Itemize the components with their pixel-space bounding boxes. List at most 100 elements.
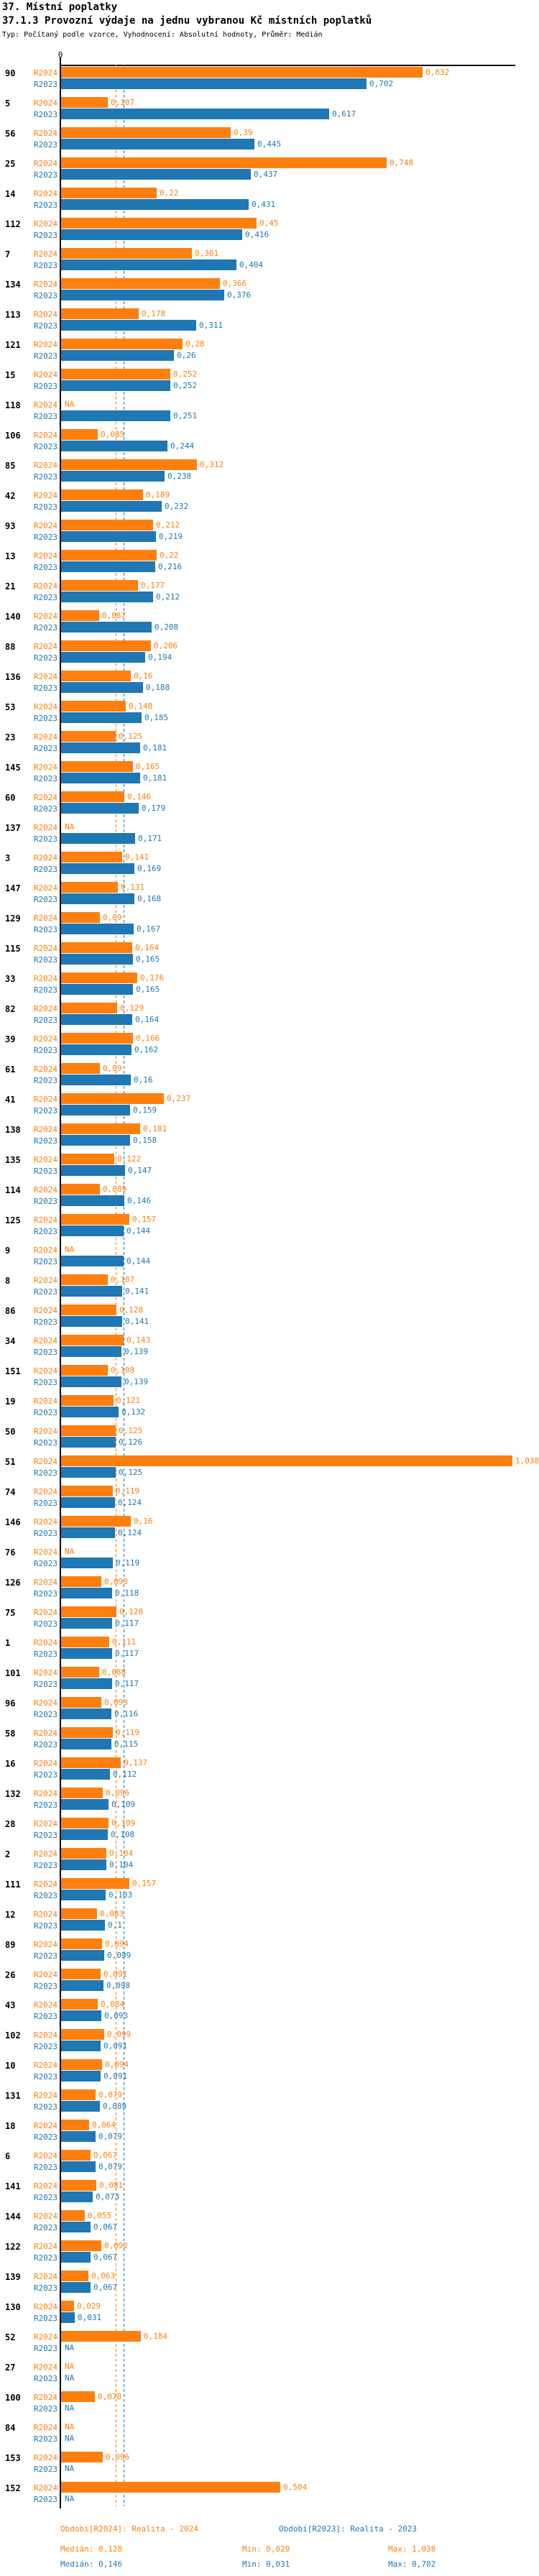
bar-r2024 — [61, 1938, 102, 1949]
row-label-r2023: R2023 — [33, 291, 57, 300]
bar-value-r2023: 0,117 — [115, 1649, 139, 1658]
row-label-r2023: R2023 — [33, 1317, 57, 1327]
row-label-r2023: R2023 — [33, 2344, 57, 2353]
row-label-r2023: R2023 — [33, 2163, 57, 2172]
bar-r2023 — [61, 1044, 132, 1055]
bar-value-r2024: 0,085 — [101, 430, 125, 439]
bar-value-r2024: 0,111 — [112, 1637, 137, 1647]
bar-r2024 — [61, 2120, 89, 2130]
bar-r2024 — [61, 1184, 100, 1195]
bar-r2024 — [61, 1305, 116, 1315]
bar-value-r2023: 0,067 — [93, 2253, 118, 2262]
bar-value-r2023: 0,16 — [134, 1075, 153, 1085]
bar-value-r2023: 0,124 — [118, 1498, 142, 1507]
bar-value-r2024: 0,189 — [146, 490, 170, 500]
bar-value-r2024: 0,104 — [109, 1849, 134, 1858]
chart-group: 132 R2024 R2023 0,096 0,109 — [0, 1788, 539, 1810]
row-label-r2023: R2023 — [33, 1770, 57, 1780]
bar-r2023 — [61, 592, 153, 602]
chart-group: 153 R2024 R2023 0,096 NA — [0, 2452, 539, 2474]
bar-value-r2023: 0,179 — [142, 804, 166, 813]
bar-value-r2024: 0,089 — [103, 1184, 127, 1194]
row-label-r2023: R2023 — [33, 1831, 57, 1840]
bar-value-r2024: 0,128 — [119, 1607, 144, 1616]
bar-value-r2023: 0,067 — [93, 2283, 118, 2292]
chart-group: 39 R2024 R2023 0,166 0,162 — [0, 1033, 539, 1055]
bar-value-r2023: 0,079 — [98, 2162, 123, 2171]
row-label-r2024: R2024 — [33, 1668, 57, 1678]
bar-r2023 — [61, 1225, 124, 1236]
bar-r2024 — [61, 127, 231, 138]
row-label-r2023: R2023 — [33, 1650, 57, 1659]
bar-r2024 — [61, 1425, 116, 1436]
row-label-r2023: R2023 — [33, 1167, 57, 1176]
chart-group: 140 R2024 R2023 0,087 0,208 — [0, 610, 539, 632]
chart-group: 76 R2024 R2023 NA 0,119 — [0, 1546, 539, 1568]
bar-value-r2023: 0,168 — [137, 894, 162, 903]
chart-group: 3 R2024 R2023 0,141 0,169 — [0, 852, 539, 874]
bar-r2024 — [61, 1335, 124, 1346]
chart-group: 111 R2024 R2023 0,157 0,103 — [0, 1878, 539, 1900]
bar-r2024 — [61, 1455, 512, 1466]
chart-group: 58 R2024 R2023 0,119 0,115 — [0, 1727, 539, 1749]
row-label-r2024: R2024 — [33, 2483, 57, 2493]
bar-r2024 — [61, 369, 170, 380]
bar-r2023 — [61, 1316, 122, 1327]
legend-r2024: Období[R2024]: Realita - 2024 — [60, 2524, 199, 2534]
row-label-r2024: R2024 — [33, 2061, 57, 2070]
bar-value-r2024: 0,312 — [200, 460, 224, 469]
chart-group: 151 R2024 R2023 0,108 0,139 — [0, 1365, 539, 1387]
row-label-r2023: R2023 — [33, 80, 57, 89]
row-label-r2023: R2023 — [33, 1046, 57, 1055]
bar-r2024 — [61, 188, 157, 198]
bar-r2023 — [61, 652, 145, 663]
bar-value-r2023: 0,108 — [111, 1830, 135, 1839]
row-label-r2024: R2024 — [33, 1487, 57, 1496]
group-id-label: 147 — [5, 883, 21, 893]
bar-r2024 — [61, 1486, 113, 1496]
bar-value-r2023: 0,162 — [134, 1045, 159, 1054]
bar-value-r2023: 0,112 — [113, 1770, 137, 1779]
group-id-label: 8 — [5, 1276, 11, 1286]
row-label-r2023: R2023 — [33, 1861, 57, 1870]
row-label-r2024: R2024 — [33, 431, 57, 440]
row-label-r2024: R2024 — [33, 2242, 57, 2251]
bar-r2023 — [61, 712, 142, 723]
group-id-label: 16 — [5, 1759, 16, 1769]
bar-value-r2023: 0,089 — [103, 2102, 127, 2111]
row-label-r2023: R2023 — [33, 1951, 57, 1961]
legend-r2023: Období[R2023]: Realita - 2023 — [279, 2524, 418, 2534]
bar-value-r2023: 0,091 — [103, 2071, 128, 2081]
bar-r2024 — [61, 1003, 117, 1013]
row-label-r2023: R2023 — [33, 2253, 57, 2263]
group-id-label: 21 — [5, 581, 16, 592]
row-label-r2023: R2023 — [33, 834, 57, 844]
row-label-r2023: R2023 — [33, 2072, 57, 2082]
bar-value-r2024: 0,087 — [102, 611, 126, 620]
bar-r2024 — [61, 972, 137, 983]
row-label-r2024: R2024 — [33, 2030, 57, 2040]
bar-value-r2023: 0,126 — [119, 1438, 143, 1447]
bar-r2024 — [61, 278, 220, 289]
bar-value-r2024: 0,166 — [136, 1034, 160, 1043]
bar-value-r2024: 0,128 — [119, 1305, 144, 1315]
row-label-r2023: R2023 — [33, 2374, 57, 2383]
bar-r2024 — [61, 1969, 101, 1979]
bar-r2023 — [61, 1648, 112, 1659]
group-id-label: 131 — [5, 2091, 21, 2101]
bar-r2024 — [61, 1576, 101, 1587]
row-label-r2024: R2024 — [33, 521, 57, 530]
bar-r2023 — [61, 1075, 131, 1085]
row-label-r2024: R2024 — [33, 1849, 57, 1859]
bar-value-r2023: 0,167 — [137, 924, 161, 934]
group-id-label: 41 — [5, 1095, 16, 1105]
row-label-r2023: R2023 — [33, 1348, 57, 1357]
group-id-label: 50 — [5, 1427, 16, 1437]
bar-r2024 — [61, 942, 132, 953]
bar-r2023 — [61, 1497, 115, 1508]
row-label-r2023: R2023 — [33, 533, 57, 542]
chart-group: 21 R2024 R2023 0,177 0,212 — [0, 580, 539, 602]
chart-group: 50 R2024 R2023 0,125 0,126 — [0, 1425, 539, 1448]
bar-r2024 — [61, 1878, 129, 1889]
chart-group: 101 R2024 R2023 0,088 0,117 — [0, 1667, 539, 1689]
